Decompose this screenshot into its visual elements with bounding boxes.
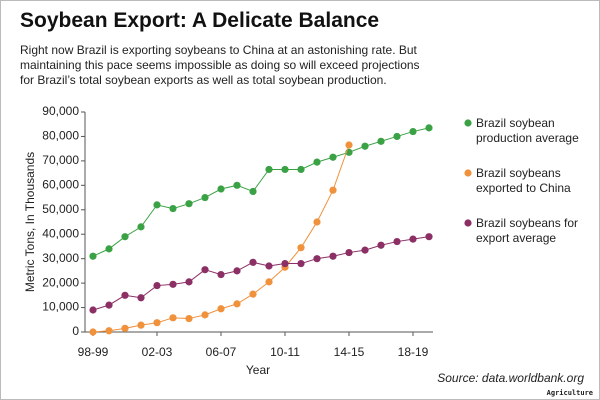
data-point: [425, 233, 433, 241]
legend-marker: [464, 119, 472, 127]
chart-title: Soybean Export: A Delicate Balance: [20, 9, 380, 32]
data-point: [377, 241, 385, 249]
y-tick-label: 30,000: [42, 251, 79, 265]
series-line: [92, 236, 430, 311]
data-point: [217, 185, 225, 193]
data-point: [185, 278, 193, 286]
data-point: [409, 235, 417, 243]
brand: Agriculture: [547, 389, 593, 397]
data-point: [169, 314, 177, 322]
data-point: [265, 262, 273, 270]
data-point: [105, 301, 113, 309]
y-axis-label: Metric Tons, In Thousands: [23, 152, 37, 292]
y-tick-label: 0: [72, 324, 79, 338]
data-point: [361, 246, 369, 254]
data-point: [169, 280, 177, 288]
data-point: [329, 153, 337, 161]
data-point: [249, 290, 257, 298]
data-point: [297, 259, 305, 268]
y-tick-label: 10,000: [42, 300, 79, 314]
data-point: [233, 181, 241, 189]
data-point: [345, 248, 353, 257]
y-tick-label: 80,000: [42, 129, 79, 143]
data-point: [137, 294, 145, 302]
data-point: [233, 267, 241, 275]
data-point: [89, 328, 97, 336]
data-point: [89, 252, 97, 260]
subtitle: Right now Brazil is exporting soybeans t…: [20, 43, 420, 87]
x-tick-label: 06-07: [206, 345, 237, 359]
legend-label: Brazil soybeans for export average: [476, 216, 579, 245]
data-point: [329, 186, 337, 194]
data-point: [105, 327, 113, 335]
data-point: [121, 324, 129, 332]
data-point: [233, 300, 241, 308]
data-point: [313, 158, 321, 166]
data-point: [153, 319, 161, 327]
data-point: [313, 255, 321, 263]
x-tick-label: 18-19: [398, 345, 429, 359]
data-point: [153, 201, 161, 209]
data-point: [393, 132, 401, 141]
data-point: [105, 245, 113, 253]
legend-marker: [464, 169, 472, 177]
data-point: [393, 237, 401, 246]
y-tick-label: 70,000: [42, 153, 79, 167]
data-point: [281, 259, 289, 268]
data-point: [345, 141, 353, 149]
data-point: [201, 193, 209, 202]
data-point: [249, 258, 257, 266]
data-point: [329, 252, 337, 260]
data-point: [121, 291, 129, 299]
data-point: [169, 204, 177, 213]
data-point: [217, 270, 225, 279]
legend-label: Brazil soybeans exported to China: [476, 166, 571, 195]
x-tick-label: 02-03: [142, 345, 173, 359]
x-tick-label: 14-15: [334, 345, 365, 359]
data-point: [297, 165, 305, 174]
legend-label: Brazil soybean production average: [476, 116, 579, 145]
y-tick-label: 40,000: [42, 226, 79, 240]
data-point: [409, 127, 417, 136]
y-tick-label: 60,000: [42, 178, 79, 192]
data-point: [201, 266, 209, 274]
data-point: [313, 218, 321, 226]
data-point: [377, 137, 385, 145]
x-tick-label: 10-11: [270, 345, 300, 359]
x-tick-label: 98-99: [78, 345, 109, 359]
data-point: [281, 165, 289, 174]
data-point: [265, 278, 273, 286]
data-point: [153, 281, 161, 290]
data-point: [185, 200, 193, 208]
data-point: [137, 321, 145, 329]
y-tick-label: 50,000: [42, 202, 79, 216]
source: Source: data.worldbank.org: [437, 371, 584, 385]
data-point: [89, 306, 97, 314]
y-tick-label: 20,000: [42, 275, 79, 289]
data-point: [137, 223, 145, 231]
data-point: [425, 124, 433, 132]
data-point: [185, 314, 193, 323]
data-point: [201, 311, 209, 319]
data-point: [297, 244, 305, 252]
data-point: [361, 142, 369, 150]
data-point: [265, 165, 273, 174]
series-line: [92, 127, 430, 257]
legend-marker: [464, 219, 472, 227]
data-point: [249, 187, 257, 196]
y-tick-label: 90,000: [42, 104, 79, 118]
data-point: [121, 233, 129, 241]
data-point: [217, 305, 225, 313]
series-line: [92, 144, 350, 333]
x-axis-label: Year: [246, 363, 270, 377]
